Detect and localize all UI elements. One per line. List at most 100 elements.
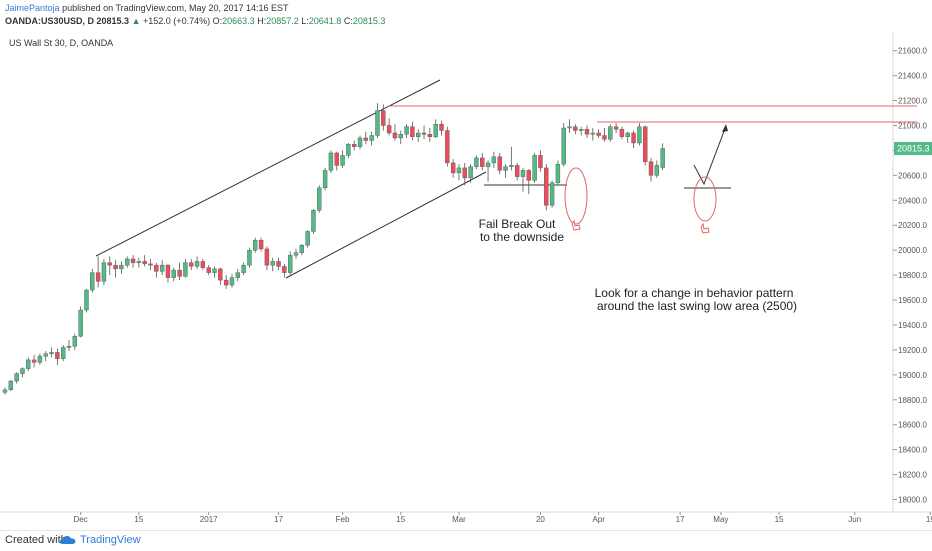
candle[interactable] bbox=[462, 162, 467, 186]
candle[interactable] bbox=[206, 265, 211, 276]
candle[interactable] bbox=[66, 339, 72, 352]
candle[interactable] bbox=[555, 160, 561, 186]
candle[interactable] bbox=[247, 247, 252, 268]
candle[interactable] bbox=[631, 130, 636, 148]
upper-channel-line[interactable] bbox=[95, 79, 441, 257]
candle[interactable] bbox=[101, 258, 107, 286]
candle[interactable] bbox=[317, 185, 322, 213]
candle[interactable] bbox=[660, 143, 665, 171]
candle[interactable] bbox=[503, 164, 508, 178]
candle[interactable] bbox=[619, 126, 625, 140]
candle[interactable] bbox=[177, 262, 182, 281]
candle[interactable] bbox=[61, 344, 66, 362]
candle[interactable] bbox=[14, 372, 19, 384]
candle[interactable] bbox=[509, 146, 514, 171]
candle[interactable] bbox=[573, 124, 578, 135]
candle[interactable] bbox=[375, 103, 380, 138]
candle[interactable] bbox=[171, 267, 176, 282]
candle[interactable] bbox=[194, 256, 200, 269]
candle[interactable] bbox=[264, 246, 270, 271]
candle[interactable] bbox=[386, 118, 392, 136]
candle[interactable] bbox=[95, 256, 101, 288]
candle[interactable] bbox=[590, 128, 596, 141]
candle[interactable] bbox=[293, 248, 299, 259]
candle[interactable] bbox=[445, 126, 450, 167]
candle[interactable] bbox=[468, 164, 473, 183]
candle[interactable] bbox=[136, 257, 142, 268]
candle[interactable] bbox=[637, 123, 642, 146]
candle[interactable] bbox=[200, 258, 206, 271]
candle[interactable] bbox=[142, 255, 147, 267]
candle[interactable] bbox=[561, 123, 566, 167]
candle[interactable] bbox=[398, 130, 403, 145]
candle[interactable] bbox=[410, 121, 415, 141]
candle[interactable] bbox=[538, 150, 543, 172]
candle[interactable] bbox=[8, 379, 14, 392]
candle[interactable] bbox=[450, 159, 456, 178]
candle[interactable] bbox=[625, 131, 630, 143]
candle[interactable] bbox=[282, 263, 287, 278]
candle[interactable] bbox=[416, 129, 421, 142]
candle[interactable] bbox=[125, 256, 130, 268]
candle[interactable] bbox=[544, 164, 549, 211]
candle[interactable] bbox=[299, 243, 305, 256]
candle[interactable] bbox=[183, 258, 188, 278]
chart-area[interactable]: 18000.0 18200.0 18400.0 18600.0 18800.0 19000… bbox=[0, 32, 932, 530]
target-ellipse[interactable] bbox=[693, 176, 717, 222]
candle[interactable] bbox=[584, 125, 590, 138]
candle[interactable] bbox=[276, 257, 281, 271]
candle[interactable] bbox=[352, 140, 357, 151]
candle[interactable] bbox=[84, 288, 89, 313]
candle[interactable] bbox=[31, 354, 37, 368]
candle[interactable] bbox=[381, 104, 386, 131]
candle[interactable] bbox=[643, 125, 648, 166]
candle[interactable] bbox=[43, 351, 48, 362]
candle[interactable] bbox=[439, 120, 444, 136]
chart-svg[interactable]: 18000.0 18200.0 18400.0 18600.0 18800.0 19000… bbox=[0, 32, 932, 530]
candle[interactable] bbox=[328, 150, 334, 173]
candle[interactable] bbox=[119, 261, 124, 274]
candle[interactable] bbox=[154, 262, 159, 278]
candle[interactable] bbox=[340, 150, 345, 168]
candle[interactable] bbox=[648, 157, 654, 182]
candle[interactable] bbox=[608, 124, 613, 142]
tradingview-logo[interactable]: TradingView bbox=[60, 533, 141, 547]
candle[interactable] bbox=[72, 333, 78, 350]
candle[interactable] bbox=[241, 262, 246, 276]
candle[interactable] bbox=[363, 131, 369, 145]
candle[interactable] bbox=[346, 142, 351, 158]
candle[interactable] bbox=[456, 164, 462, 181]
candle[interactable] bbox=[148, 258, 153, 271]
candle[interactable] bbox=[20, 367, 25, 378]
candle[interactable] bbox=[189, 258, 194, 271]
candle[interactable] bbox=[433, 119, 438, 138]
candle[interactable] bbox=[212, 266, 217, 278]
candle[interactable] bbox=[165, 263, 171, 283]
candle[interactable] bbox=[480, 152, 485, 171]
candle[interactable] bbox=[37, 353, 43, 365]
candle[interactable] bbox=[392, 124, 398, 141]
candle[interactable] bbox=[654, 160, 660, 178]
candle[interactable] bbox=[334, 151, 339, 171]
lower-channel-line[interactable] bbox=[285, 171, 487, 279]
candle[interactable] bbox=[549, 180, 555, 208]
candle[interactable] bbox=[404, 124, 409, 138]
time-axis[interactable]: Dec15201717Feb15Mar20Apr17May15Jun19Jul bbox=[74, 512, 932, 524]
candle[interactable] bbox=[613, 123, 619, 133]
candle[interactable] bbox=[159, 260, 165, 276]
candle[interactable] bbox=[229, 273, 235, 288]
candle[interactable] bbox=[578, 126, 584, 136]
candle[interactable] bbox=[235, 268, 241, 282]
candle[interactable] bbox=[369, 131, 374, 146]
candle[interactable] bbox=[520, 167, 526, 192]
candle[interactable] bbox=[427, 128, 433, 142]
candle[interactable] bbox=[311, 209, 316, 234]
candle[interactable] bbox=[258, 237, 264, 252]
fail-breakout-ellipse[interactable] bbox=[564, 167, 588, 225]
candle[interactable] bbox=[421, 125, 427, 140]
candle[interactable] bbox=[491, 151, 497, 168]
candle[interactable] bbox=[532, 152, 537, 183]
candle[interactable] bbox=[253, 237, 258, 253]
candle[interactable] bbox=[78, 306, 83, 338]
candle[interactable] bbox=[287, 251, 293, 276]
